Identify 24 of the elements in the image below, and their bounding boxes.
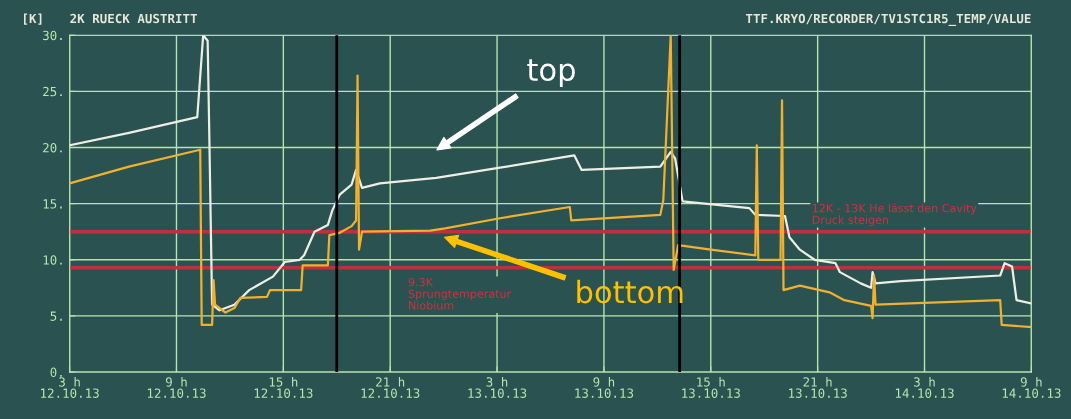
x-tick-label: 9 h 12.10.13 xyxy=(147,377,206,398)
annotation: top xyxy=(527,59,575,88)
x-tick-label: 15 h 13.10.13 xyxy=(682,377,740,398)
chart-subtitle: TTF.KRYO/RECORDER/TV1STC1R5_TEMP/VALUE xyxy=(745,13,1031,26)
annotation: bottom xyxy=(577,279,683,304)
x-tick-label: 3 h 12.10.13 xyxy=(41,377,99,398)
y-tick-label: 0. xyxy=(50,367,62,378)
y-axis-title: [K] xyxy=(24,13,42,25)
x-tick-label: 21 h 12.10.13 xyxy=(361,377,420,398)
ref-line-label: 12K - 13K He lässt den Cavity Druck steigen xyxy=(812,203,977,227)
y-tick-label: 20. xyxy=(43,142,62,153)
ref-line-label: 9.3K Sprungtemperatur Niobium xyxy=(408,277,512,310)
x-tick-label: 15 h 12.10.13 xyxy=(254,377,313,398)
x-tick-label: 9 h 13.10.13 xyxy=(575,377,634,398)
x-tick-label: 3 h 14.10.13 xyxy=(895,377,954,398)
x-tick-label: 9 h 14.10.13 xyxy=(1002,377,1061,398)
y-tick-label: 25. xyxy=(43,86,62,97)
y-tick-label: 10. xyxy=(43,255,62,265)
x-tick-label: 21 h 13.10.13 xyxy=(789,377,847,398)
y-tick-label: 15. xyxy=(43,199,62,209)
y-tick-label: 5. xyxy=(50,311,62,321)
y-tick-label: 30. xyxy=(43,30,62,41)
chart-title: 2K RUECK AUSTRITT xyxy=(70,13,197,24)
x-tick-label: 3 h 13.10.13 xyxy=(468,377,527,398)
